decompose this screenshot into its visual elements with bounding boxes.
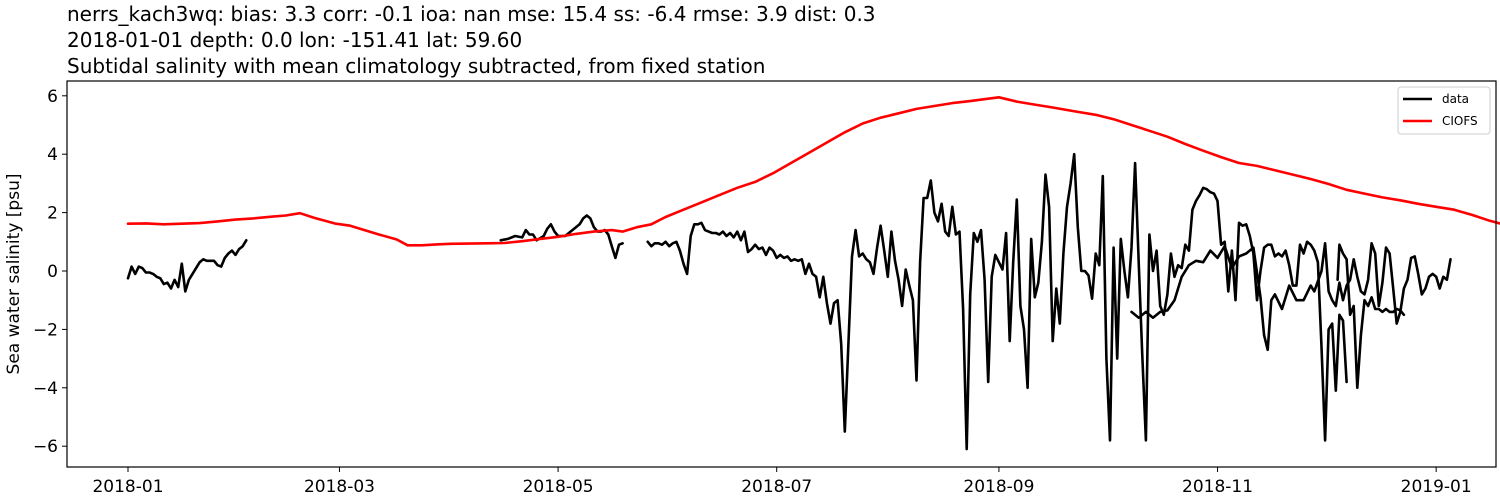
plot-area — [126, 96, 1500, 451]
y-tick-label: −2 — [33, 320, 58, 340]
x-tick-label: 2018-11 — [1182, 477, 1253, 497]
y-tick-label: 2 — [47, 204, 58, 224]
axes-frame — [66, 80, 1497, 468]
x-tick-label: 2018-05 — [523, 477, 594, 497]
legend: data CIOFS — [1397, 86, 1491, 135]
series-data-line — [1336, 243, 1406, 390]
x-axis: 2018-01 2018-03 2018-05 2018-07 2018-09 2018-… — [92, 467, 1472, 497]
series-data-line — [499, 214, 624, 260]
x-tick-label: 2018-03 — [304, 477, 375, 497]
series-data-line — [646, 152, 1348, 451]
chart-title-description: Subtidal salinity with mean climatology … — [67, 54, 766, 78]
x-tick-label: 2018-07 — [741, 477, 812, 497]
chart-title-stats: nerrs_kach3wq: bias: 3.3 corr: -0.1 ioa:… — [67, 2, 876, 26]
chart-title-location: 2018-01-01 depth: 0.0 lon: -151.41 lat: … — [67, 28, 523, 52]
x-tick-label: 2019-01 — [1401, 477, 1472, 497]
y-tick-label: 4 — [47, 145, 58, 165]
series-data-line — [1130, 242, 1452, 352]
y-tick-label: 0 — [47, 262, 58, 282]
y-axis: 6 4 2 0 −2 −4 −6 — [33, 87, 67, 457]
y-tick-label: −6 — [33, 437, 58, 457]
y-tick-label: −4 — [33, 379, 58, 399]
legend-data-label: data — [1442, 92, 1469, 106]
series-data-line — [126, 239, 248, 293]
x-tick-label: 2018-09 — [963, 477, 1034, 497]
series-ciofs-line — [126, 96, 1500, 247]
legend-ciofs-label: CIOFS — [1442, 114, 1478, 128]
x-tick-label: 2018-01 — [92, 477, 163, 497]
y-tick-label: 6 — [47, 87, 58, 107]
y-axis-label: Sea water salinity [psu] — [4, 174, 24, 375]
